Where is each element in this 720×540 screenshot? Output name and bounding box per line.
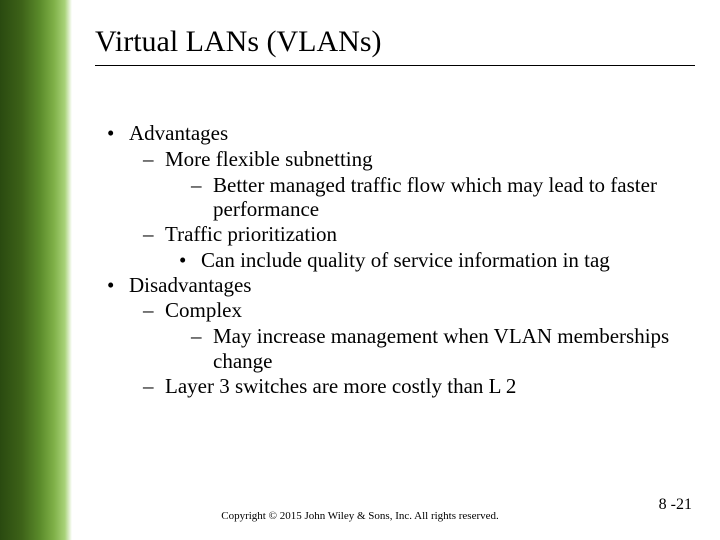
bullet-list: Advantages More flexible subnetting Bett… xyxy=(95,121,695,398)
bullet-text: Advantages xyxy=(129,121,228,145)
bullet-l2: Layer 3 switches are more costly than L … xyxy=(143,374,695,399)
bullet-text: Can include quality of service informati… xyxy=(201,248,610,272)
bullet-text: May increase management when VLAN member… xyxy=(213,324,669,373)
bullet-text: Disadvantages xyxy=(129,273,251,297)
title-underline xyxy=(95,65,695,66)
bullet-text: Complex xyxy=(165,298,242,322)
bullet-l2: May increase management when VLAN member… xyxy=(143,324,695,374)
bullet-l1: Advantages xyxy=(107,121,695,146)
bullet-text: More flexible subnetting xyxy=(165,147,373,171)
bullet-text: Layer 3 switches are more costly than L … xyxy=(165,374,516,398)
copyright-footer: Copyright © 2015 John Wiley & Sons, Inc.… xyxy=(0,510,720,522)
sidebar-decoration xyxy=(0,0,72,540)
bullet-text: Traffic prioritization xyxy=(165,222,337,246)
bullet-l1: Disadvantages xyxy=(107,273,695,298)
bullet-l2: More flexible subnetting xyxy=(143,147,695,172)
bullet-l2: Complex xyxy=(143,298,695,323)
bullet-l3: Can include quality of service informati… xyxy=(179,248,695,273)
page-number: 8 -21 xyxy=(659,496,692,514)
bullet-l2: Traffic prioritization xyxy=(143,222,695,247)
slide-title: Virtual LANs (VLANs) xyxy=(95,25,695,59)
bullet-text: Better managed traffic flow which may le… xyxy=(213,173,657,222)
bullet-l2: Better managed traffic flow which may le… xyxy=(143,173,695,223)
slide-content: Virtual LANs (VLANs) Advantages More fle… xyxy=(95,25,695,520)
